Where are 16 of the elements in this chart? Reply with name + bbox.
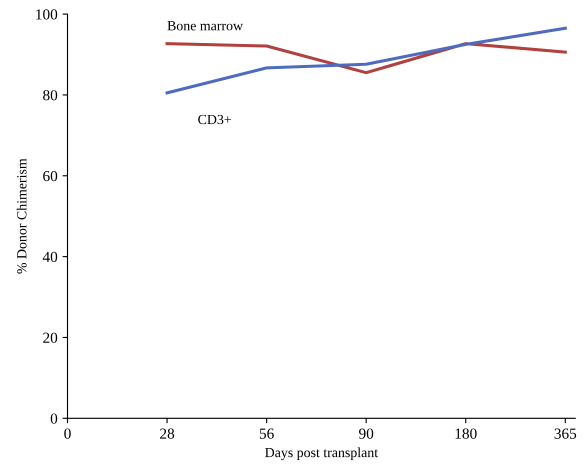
x-tick-label: 56	[260, 428, 274, 439]
x-tick-label: 365	[554, 428, 576, 439]
x-axis-title: Days post transplant	[265, 447, 378, 460]
x-tick-label: 0	[64, 428, 71, 439]
y-tick-label: 60	[43, 170, 58, 182]
y-tick-label: 100	[36, 9, 58, 20]
x-tick-label: 90	[359, 428, 374, 439]
y-tick-label: 40	[42, 252, 58, 262]
y-tick-label: 0	[50, 413, 58, 424]
y-tick-label: 80	[43, 90, 58, 100]
text: CD3+	[198, 114, 232, 124]
y-tick-label: 20	[43, 332, 58, 343]
series-label: Bone marrow	[167, 21, 243, 30]
x-tick-label: 28	[160, 428, 174, 439]
y-axis-title: % Donor Chimerism	[16, 158, 27, 274]
x-tick-label: 180	[456, 428, 477, 439]
